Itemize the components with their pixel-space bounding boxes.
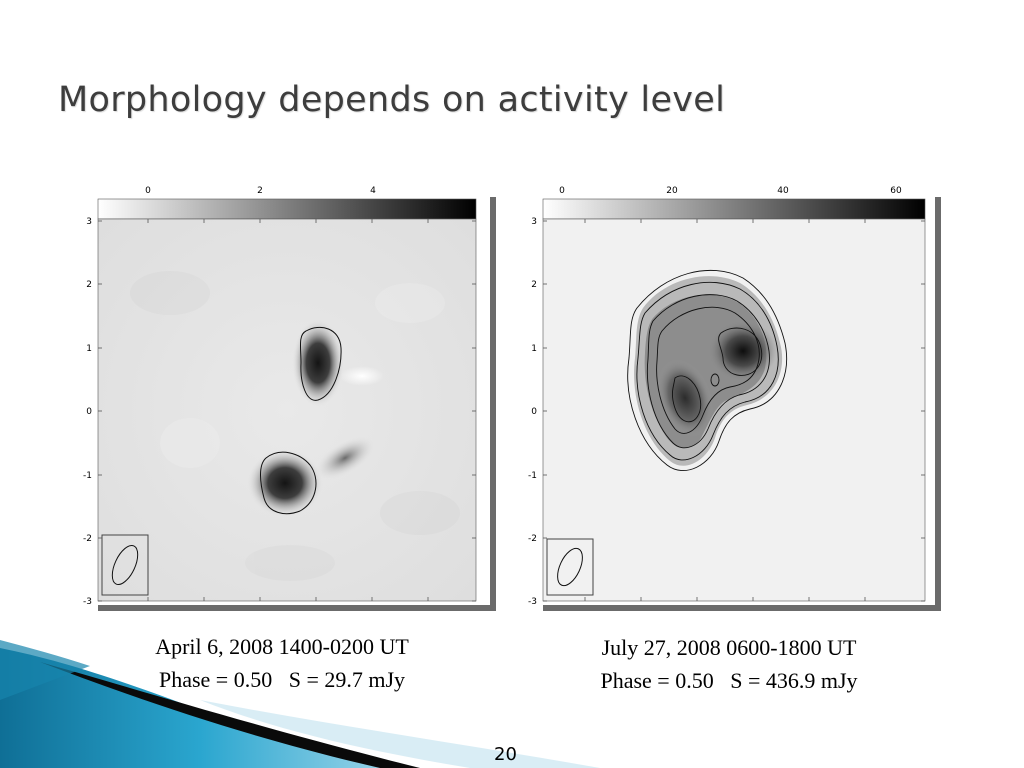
beam-ellipse <box>557 547 583 587</box>
contour-level-4 <box>656 306 760 434</box>
slide-title: Morphology depends on activity level <box>58 80 726 120</box>
y-tick-label: 1 <box>86 344 92 354</box>
contour-dip <box>710 373 720 387</box>
caption-line: Phase = 0.50 S = 436.9 mJy <box>600 668 858 693</box>
colorbar <box>542 198 926 220</box>
tick-marks <box>543 219 925 602</box>
contour-south <box>260 451 317 515</box>
contour-arm <box>672 375 702 423</box>
caption-line: Phase = 0.50 S = 29.7 mJy <box>158 667 406 692</box>
colorbar-tick: 20 <box>666 186 678 196</box>
beam-box <box>546 538 594 596</box>
radio-map-july: 0 20 40 60 3 2 1 0 -1 -2 -3 <box>525 183 941 611</box>
source-peak <box>709 321 777 381</box>
y-tick-label: 2 <box>86 280 92 290</box>
caption-line: April 6, 2008 1400-0200 UT <box>155 634 409 659</box>
colorbar <box>97 198 477 220</box>
colorbar-tick: 40 <box>777 186 789 196</box>
contour-peak <box>718 327 763 376</box>
contour-north <box>299 326 342 401</box>
y-tick-label: 0 <box>531 407 537 417</box>
y-tick-label: 0 <box>86 407 92 417</box>
source-tail <box>314 436 376 480</box>
source-north <box>292 319 344 407</box>
colorbar-tick: 0 <box>145 186 151 196</box>
y-tick-label: -3 <box>83 597 92 607</box>
contour-level-1 <box>627 269 787 471</box>
y-tick-label: -2 <box>83 534 92 544</box>
contour-level-3 <box>646 294 770 449</box>
radio-map-april-svg: 0 2 4 3 2 1 0 -1 -2 -3 <box>83 186 496 611</box>
decorative-swoosh <box>0 640 600 768</box>
background-noise <box>130 271 460 581</box>
y-tick-label: 2 <box>531 280 537 290</box>
caption-line: July 27, 2008 0600-1800 UT <box>601 635 857 660</box>
beam-ellipse <box>111 545 139 585</box>
tick-marks <box>98 219 476 602</box>
page-number: 20 <box>494 744 517 765</box>
caption-july: July 27, 2008 0600-1800 UT Phase = 0.50 … <box>524 631 934 697</box>
y-tick-label: -2 <box>528 534 537 544</box>
radio-map-april: 0 2 4 3 2 1 0 -1 -2 -3 <box>80 183 496 611</box>
y-tick-label: -1 <box>528 471 537 481</box>
map-area <box>97 218 477 602</box>
y-tick-label: 1 <box>531 344 537 354</box>
colorbar-tick: 4 <box>370 186 376 196</box>
y-tick-label: 3 <box>86 217 92 227</box>
bright-spot <box>340 366 384 386</box>
radio-map-july-svg: 0 20 40 60 3 2 1 0 -1 -2 -3 <box>528 186 941 611</box>
source-arm <box>656 359 714 437</box>
beam-box <box>101 534 149 596</box>
colorbar-tick: 60 <box>890 186 902 196</box>
y-tick-label: -3 <box>528 597 537 607</box>
contour-level-2 <box>636 282 779 461</box>
y-tick-label: -1 <box>83 471 92 481</box>
y-tick-label: 3 <box>531 217 537 227</box>
colorbar-tick: 0 <box>559 186 565 196</box>
source-south <box>247 449 323 517</box>
caption-april: April 6, 2008 1400-0200 UT Phase = 0.50 … <box>77 630 487 696</box>
colorbar-tick: 2 <box>257 186 263 196</box>
